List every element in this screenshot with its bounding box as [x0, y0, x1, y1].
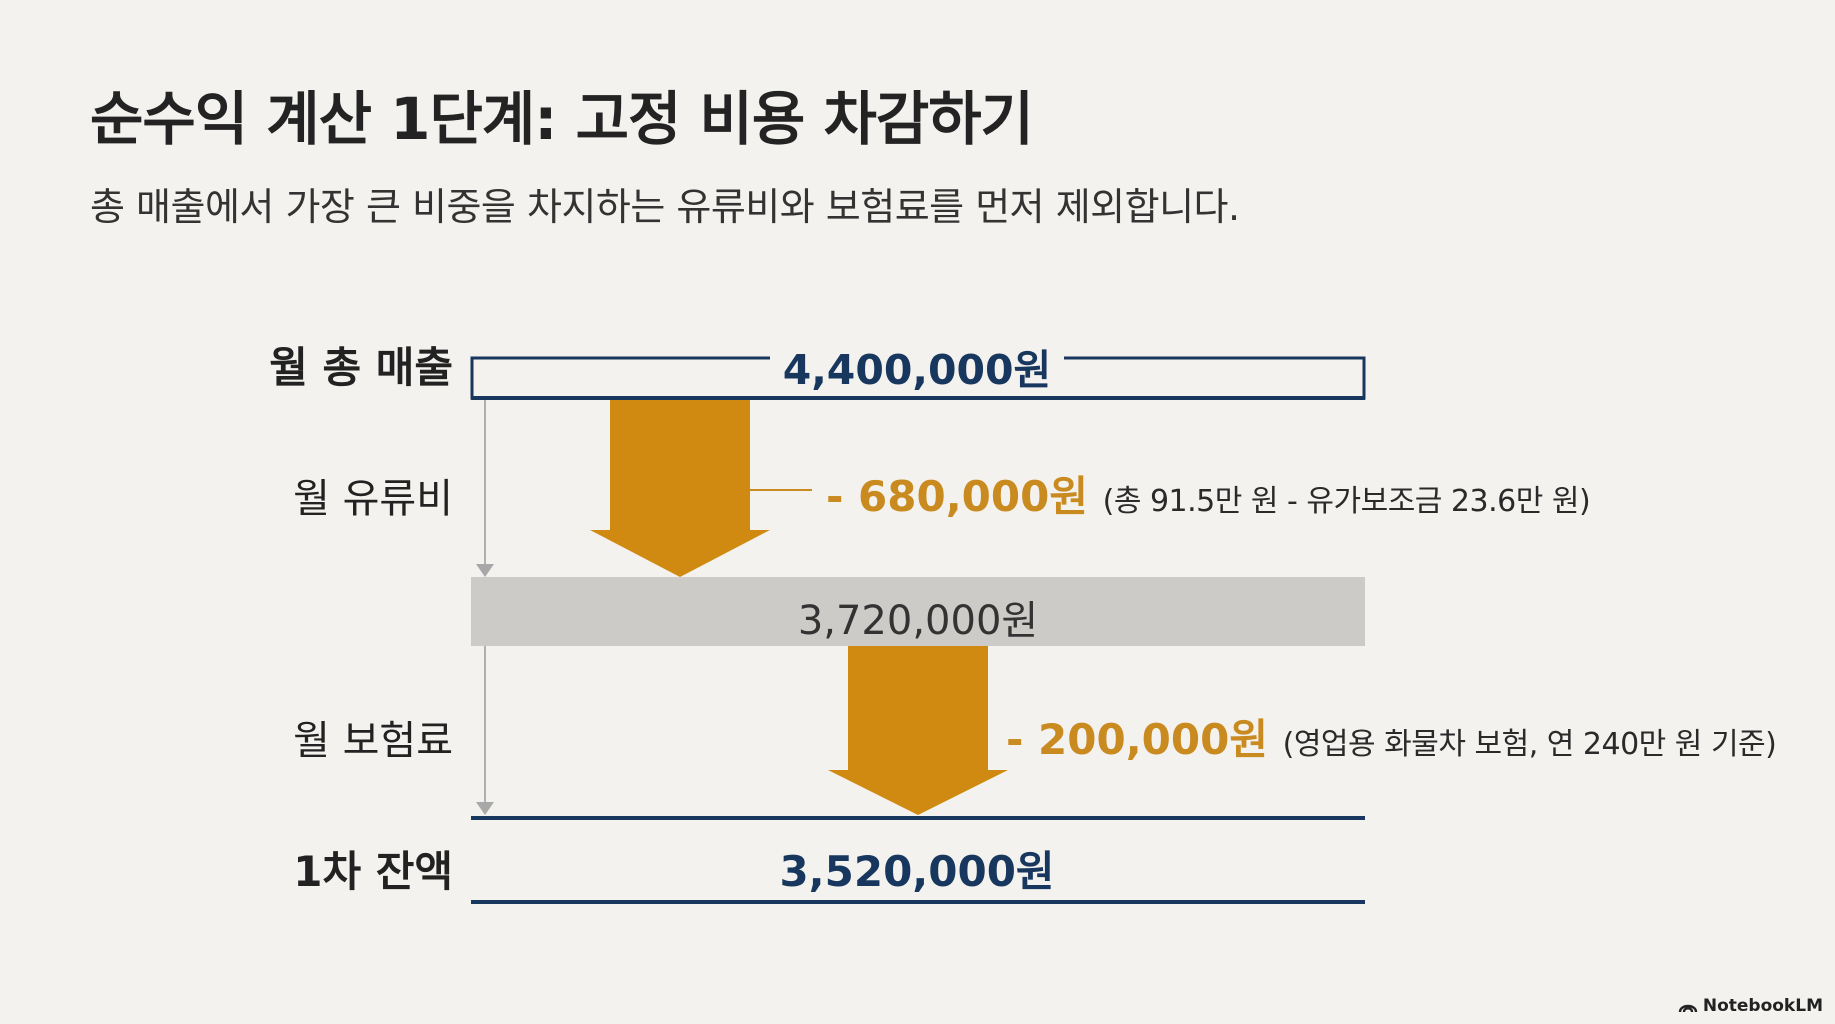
insurance-deduction-amount: - 200,000원 — [1006, 715, 1268, 764]
fuel-label: 월 유류비 — [293, 476, 453, 522]
balance-value: 3,520,000원 — [779, 847, 1055, 896]
insurance-deduction: - 200,000원 (영업용 화물차 보험, 연 240만 원 기준) — [1006, 706, 1777, 767]
fuel-deduction-arrow — [590, 400, 770, 577]
fuel-deduction: - 680,000원 (총 91.5만 원 - 유가보조금 23.6만 원) — [826, 463, 1591, 524]
insurance-deduction-note: (영업용 화물차 보험, 연 240만 원 기준) — [1282, 727, 1777, 762]
page-subtitle: 총 매출에서 가장 큰 비중을 차지하는 유류비와 보험료를 먼저 제외합니다. — [90, 185, 1240, 229]
notebooklm-logo-icon — [1678, 1004, 1698, 1013]
revenue-label: 월 총 매출 — [269, 343, 453, 392]
brand-name: NotebookLM — [1702, 996, 1823, 1016]
fuel-deduction-note: (총 91.5만 원 - 유가보조금 23.6만 원) — [1102, 484, 1591, 519]
revenue-value-gap — [770, 350, 1064, 366]
intermediate-bar — [471, 577, 1365, 646]
left-flow-arrowhead-2 — [476, 802, 494, 815]
insurance-label: 월 보험료 — [293, 718, 453, 764]
revenue-value: 4,400,000원 — [782, 346, 1052, 394]
left-flow-arrowhead-1 — [476, 564, 494, 577]
intermediate-value: 3,720,000원 — [797, 598, 1039, 644]
page-title: 순수익 계산 1단계: 고정 비용 차감하기 — [90, 85, 1034, 153]
balance-label: 1차 잔액 — [293, 847, 453, 896]
fuel-deduction-amount: - 680,000원 — [826, 472, 1088, 521]
insurance-deduction-arrow — [828, 646, 1008, 815]
notebooklm-watermark: NotebookLM — [1678, 996, 1823, 1016]
